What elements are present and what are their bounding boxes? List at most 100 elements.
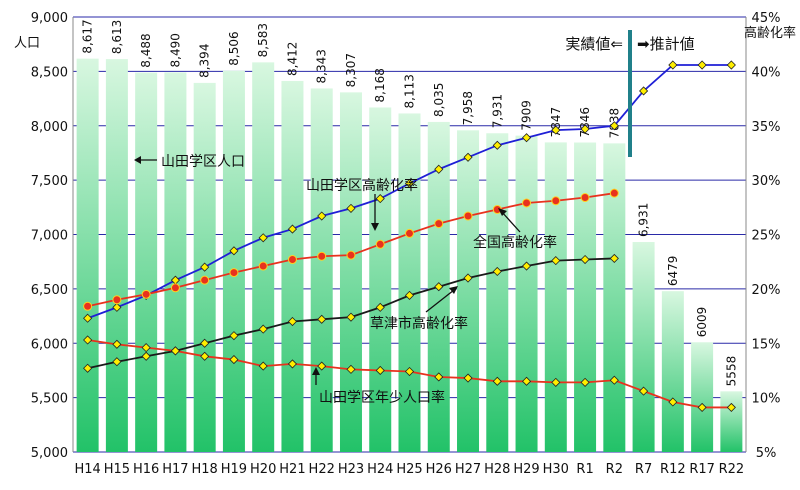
bar-H15 [105, 59, 128, 453]
marker-series-1-1 [112, 295, 122, 305]
series-markers [83, 60, 736, 412]
bar-R12 [661, 291, 684, 452]
bar-R1 [574, 142, 597, 452]
x-tick-H17: H17 [162, 462, 188, 477]
bar-label-H28: 7,931 [490, 94, 504, 128]
marker-series-3-22 [726, 402, 736, 412]
marker-series-2-7 [287, 316, 298, 327]
x-tick-R12: R12 [660, 462, 686, 477]
marker-series-3-20 [668, 397, 678, 407]
marker-series-0-19 [639, 86, 649, 96]
bar-label-H27: 7,958 [461, 91, 475, 125]
bar-H30 [544, 142, 567, 453]
bar-label-H14: 8,617 [81, 19, 95, 53]
marker-series-1-16 [551, 196, 561, 206]
marker-series-1-13 [463, 211, 473, 221]
bar-H19 [222, 70, 245, 452]
bar-H16 [135, 72, 158, 453]
y-tick-0: 5,000 [31, 446, 68, 461]
y2-tick-0: 5% [756, 446, 777, 461]
x-tick-H28: H28 [484, 462, 510, 477]
marker-series-3-8 [317, 361, 327, 371]
bar-label-H25: 8,113 [403, 74, 417, 108]
actual-label: 実績値⇐ [565, 35, 623, 53]
marker-series-2-5 [229, 331, 239, 341]
bar-H27 [457, 130, 480, 452]
x-tick-H15: H15 [104, 462, 130, 477]
marker-series-0-22 [726, 60, 736, 70]
y-tick-5: 7,500 [31, 174, 68, 189]
bar-H17 [164, 72, 187, 453]
marker-series-0-13 [463, 152, 473, 162]
marker-series-1-15 [522, 198, 532, 208]
annotation-arrow-kusatsu-aging [425, 289, 455, 313]
marker-series-2-0 [83, 363, 93, 373]
bar-H25 [398, 113, 421, 453]
marker-series-2-18 [609, 253, 619, 263]
annotation-yamada-aging: 山田学区高齢化率 [306, 177, 418, 194]
marker-series-0-6 [258, 233, 268, 243]
bar-H21 [281, 80, 304, 452]
marker-series-3-14 [492, 376, 502, 386]
y2-tick-8: 45% [752, 11, 781, 26]
y-tick-8: 9,000 [31, 11, 68, 26]
marker-series-0-5 [229, 246, 239, 256]
marker-series-3-9 [346, 364, 356, 374]
marker-series-0-0 [83, 313, 93, 323]
x-tick-R1: R1 [576, 462, 593, 477]
x-tick-H19: H19 [221, 462, 247, 477]
marker-series-3-16 [551, 377, 561, 387]
marker-series-3-19 [639, 386, 649, 396]
marker-series-1-2 [141, 289, 151, 299]
marker-series-1-8 [317, 251, 327, 261]
y-axis-title: 人口 [14, 36, 40, 51]
marker-series-3-6 [258, 361, 268, 371]
y-tick-3: 6,500 [31, 283, 68, 298]
marker-series-2-13 [463, 273, 473, 283]
marker-series-1-17 [580, 193, 590, 203]
marker-series-0-16 [551, 125, 561, 135]
bar-label-R22: 5558 [724, 356, 738, 387]
marker-series-1-9 [346, 250, 356, 260]
x-tick-H30: H30 [543, 462, 569, 477]
y-tick-4: 7,000 [31, 229, 68, 244]
marker-series-1-11 [405, 228, 414, 238]
marker-series-3-10 [375, 365, 385, 376]
bar-label-H19: 8,506 [227, 31, 241, 65]
x-tick-H26: H26 [426, 462, 452, 477]
marker-series-3-4 [200, 351, 210, 361]
y2-tick-6: 35% [752, 120, 781, 135]
marker-series-0-4 [200, 262, 210, 272]
bar-R17 [691, 342, 714, 452]
annotation-population: 山田学区人口 [161, 154, 245, 170]
x-tick-H29: H29 [513, 462, 539, 477]
marker-series-3-0 [83, 335, 93, 345]
x-tick-R2: R2 [606, 462, 623, 477]
marker-series-0-9 [346, 203, 356, 213]
marker-series-3-7 [287, 359, 298, 369]
x-tick-H14: H14 [74, 462, 100, 477]
bar-R2 [603, 143, 626, 452]
marker-series-0-18 [609, 121, 619, 131]
marker-series-2-15 [521, 261, 532, 271]
marker-series-3-2 [141, 343, 151, 353]
x-tick-H23: H23 [338, 462, 364, 477]
y2-tick-1: 10% [752, 392, 781, 407]
marker-series-0-14 [492, 140, 502, 150]
forecast-label: ➡推計値 [637, 35, 695, 53]
annotation-kusatsu-aging: 草津市高齢化率 [370, 315, 468, 332]
marker-series-3-17 [580, 377, 590, 387]
y2-tick-3: 20% [752, 283, 781, 298]
marker-series-3-5 [229, 354, 239, 365]
annotation-arrowhead-population [134, 156, 141, 164]
marker-series-2-16 [551, 256, 561, 266]
bar-label-H15: 8,613 [110, 20, 124, 54]
marker-series-0-7 [287, 224, 298, 234]
marker-series-3-13 [463, 373, 473, 383]
marker-series-2-4 [200, 338, 210, 348]
marker-series-1-12 [434, 219, 444, 229]
marker-series-3-12 [434, 372, 444, 382]
y2-tick-4: 25% [752, 229, 781, 244]
x-tick-R7: R7 [635, 462, 652, 477]
